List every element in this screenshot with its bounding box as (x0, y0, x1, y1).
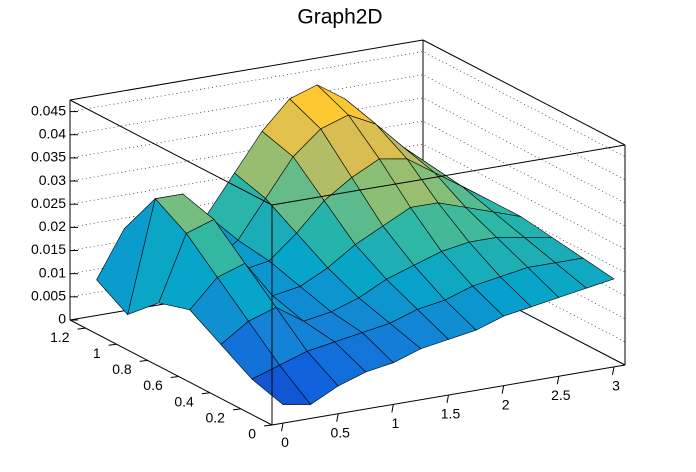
z-tick-label: 0.01 (39, 264, 66, 280)
z-tick-label: 0.045 (31, 102, 66, 118)
y-tick-label: 1.2 (50, 329, 70, 345)
chart-title: Graph2D (297, 6, 382, 29)
y-tick-label: 0.4 (174, 393, 194, 409)
z-tick-label: 0.035 (31, 149, 66, 165)
z-tick-label: 0.015 (31, 241, 66, 257)
y-tick-label: 0.2 (205, 410, 225, 426)
box-edge (422, 39, 626, 146)
x-tick (336, 413, 339, 422)
y-tick (201, 392, 210, 395)
y-tick (77, 327, 86, 330)
z-tick-label: 0.005 (31, 288, 66, 304)
z-tick-label: 0 (58, 311, 66, 327)
z-tick-label: 0.04 (39, 125, 66, 141)
box-edge (69, 39, 424, 101)
x-tick-label: 2.5 (551, 387, 571, 403)
x-tick-label: 1.5 (441, 406, 461, 422)
x-tick-label: 2 (502, 396, 510, 412)
y-tick-label: 1 (93, 345, 101, 361)
x-tick-label: 0.5 (330, 424, 350, 440)
x-tick (501, 385, 505, 394)
x-tick (556, 376, 560, 385)
surface-cell (251, 364, 312, 405)
y-tick (108, 343, 117, 346)
y-tick-label: 0.6 (143, 377, 163, 393)
y-tick (263, 424, 273, 427)
z-tick-label: 0.025 (31, 195, 66, 211)
x-tick (391, 404, 394, 413)
x-tick (611, 366, 615, 375)
z-tick-label: 0.03 (39, 172, 66, 188)
box-edge (271, 144, 626, 206)
box-edge (69, 99, 273, 206)
y-tick (170, 376, 179, 379)
x-tick-label: 3 (612, 378, 620, 394)
x-tick-label: 0 (281, 434, 289, 450)
y-tick (232, 408, 241, 411)
z-tick-label: 0.02 (39, 218, 66, 234)
y-tick (139, 359, 148, 362)
x-tick-label: 1 (391, 415, 399, 431)
x-tick (281, 423, 284, 432)
box-edge (69, 319, 273, 426)
y-tick-label: 0.8 (112, 361, 132, 377)
x-tick (446, 394, 449, 404)
y-tick-label: 0 (248, 426, 256, 442)
